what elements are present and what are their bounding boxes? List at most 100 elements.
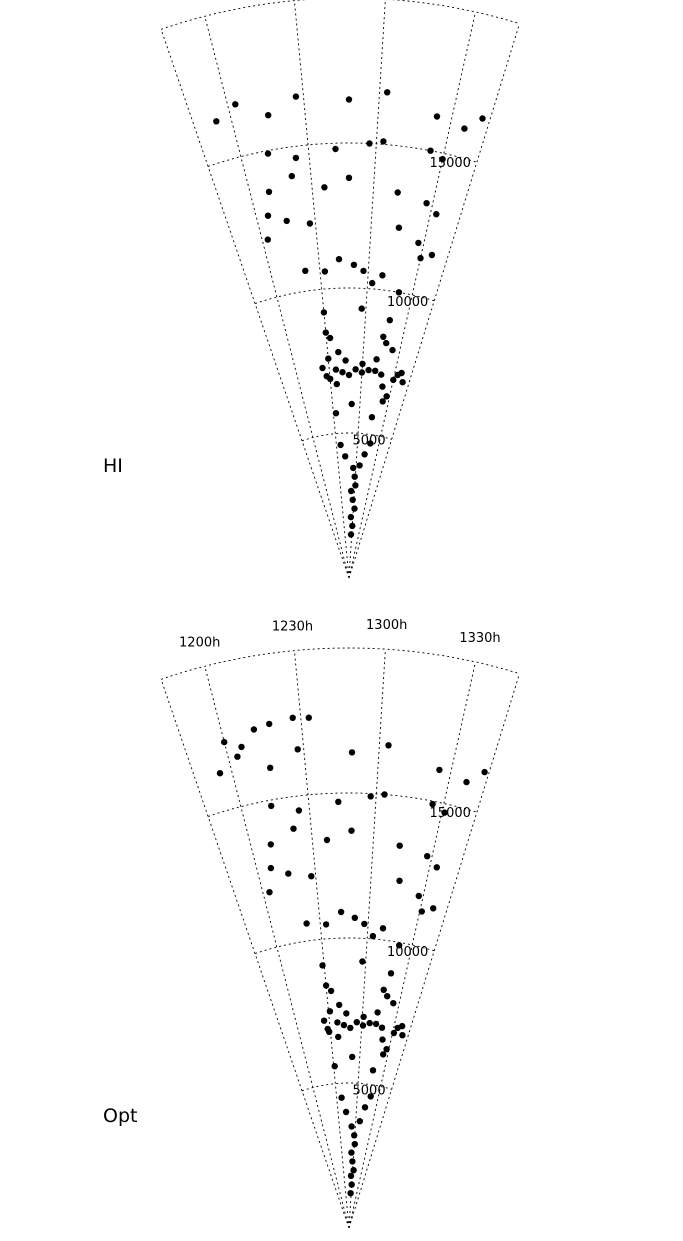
galaxy-point bbox=[290, 825, 297, 832]
galaxy-point bbox=[369, 1067, 377, 1074]
galaxy-point bbox=[348, 487, 355, 495]
galaxy-point bbox=[347, 513, 355, 521]
galaxy-point bbox=[213, 118, 220, 125]
galaxy-point bbox=[323, 373, 330, 380]
galaxy-point bbox=[320, 309, 328, 316]
galaxy-point bbox=[288, 172, 295, 180]
galaxy-point bbox=[322, 329, 329, 336]
galaxy-point bbox=[319, 364, 326, 372]
panel-opt-galaxies bbox=[216, 714, 488, 1197]
galaxy-point bbox=[351, 914, 358, 921]
galaxy-point bbox=[380, 1051, 387, 1058]
galaxy-point bbox=[264, 150, 272, 157]
panel-hi-grid bbox=[160, 0, 520, 579]
galaxy-point bbox=[360, 267, 367, 275]
galaxy-point bbox=[306, 220, 314, 227]
galaxy-point bbox=[463, 778, 470, 786]
galaxy-point bbox=[395, 224, 403, 231]
galaxy-point bbox=[386, 317, 393, 324]
galaxy-point bbox=[349, 1158, 356, 1165]
galaxy-point bbox=[379, 925, 387, 932]
velocity-arc bbox=[160, 0, 520, 30]
galaxy-point bbox=[295, 807, 303, 814]
ra-line bbox=[293, 0, 350, 579]
galaxy-point bbox=[285, 870, 292, 877]
galaxy-point bbox=[267, 841, 274, 848]
velocity-tick-label: 10000 bbox=[387, 945, 428, 960]
galaxy-point bbox=[379, 383, 386, 390]
galaxy-point bbox=[342, 1108, 350, 1116]
galaxy-point bbox=[348, 1181, 355, 1188]
ra-line bbox=[348, 11, 476, 579]
galaxy-point bbox=[429, 800, 436, 808]
galaxy-point bbox=[335, 798, 342, 805]
galaxy-point bbox=[396, 942, 403, 949]
galaxy-point bbox=[352, 482, 359, 489]
galaxy-point bbox=[331, 1063, 338, 1070]
galaxy-point bbox=[335, 348, 342, 356]
velocity-tick-label: 10000 bbox=[387, 295, 428, 310]
galaxy-point bbox=[433, 864, 440, 871]
galaxy-point bbox=[267, 764, 274, 771]
galaxy-point bbox=[441, 809, 448, 816]
ra-line bbox=[160, 29, 350, 579]
velocity-arc bbox=[207, 792, 478, 817]
galaxy-point bbox=[351, 473, 358, 480]
galaxy-point bbox=[374, 1009, 381, 1016]
galaxy-point bbox=[347, 531, 355, 538]
galaxy-point bbox=[234, 753, 241, 760]
galaxy-point bbox=[335, 256, 343, 263]
panel-hi-galaxies bbox=[213, 89, 486, 538]
galaxy-point bbox=[367, 1093, 374, 1100]
galaxy-point bbox=[399, 1022, 406, 1030]
galaxy-point bbox=[367, 440, 374, 447]
galaxy-point bbox=[343, 1010, 350, 1017]
galaxy-point bbox=[365, 366, 372, 374]
galaxy-point bbox=[216, 770, 224, 777]
galaxy-point bbox=[337, 908, 345, 916]
galaxy-point bbox=[415, 892, 422, 900]
galaxy-point bbox=[348, 400, 355, 408]
galaxy-point bbox=[373, 356, 380, 363]
galaxy-point bbox=[383, 1046, 390, 1053]
galaxy-point bbox=[250, 726, 258, 733]
galaxy-point bbox=[396, 877, 403, 884]
panel-label-hi: HI bbox=[103, 455, 123, 477]
galaxy-point bbox=[348, 749, 356, 756]
velocity-arc bbox=[207, 142, 478, 167]
panel-opt: 1330h 1300h 1230h 1200h 5000 10000 15000… bbox=[103, 618, 520, 1229]
panel-hi: 1330h 1300h 1230h 1200h 5000 10000 15000… bbox=[103, 0, 520, 579]
ra-line bbox=[348, 23, 520, 579]
galaxy-point bbox=[351, 1140, 358, 1148]
galaxy-point bbox=[399, 1032, 406, 1039]
galaxy-point bbox=[337, 441, 344, 449]
galaxy-point bbox=[283, 217, 290, 225]
galaxy-point bbox=[361, 920, 368, 928]
galaxy-point bbox=[356, 462, 363, 469]
galaxy-point bbox=[232, 101, 239, 108]
galaxy-point bbox=[349, 522, 356, 530]
galaxy-point bbox=[348, 827, 355, 834]
galaxy-point bbox=[366, 140, 373, 147]
galaxy-point bbox=[369, 932, 377, 940]
galaxy-point bbox=[352, 366, 359, 373]
galaxy-point bbox=[418, 908, 425, 915]
galaxy-point bbox=[268, 802, 275, 810]
velocity-arc bbox=[301, 432, 392, 442]
galaxy-point bbox=[323, 836, 331, 844]
ra-line bbox=[348, 649, 386, 1229]
galaxy-point bbox=[349, 1053, 356, 1061]
galaxy-point bbox=[368, 414, 376, 421]
galaxy-point bbox=[221, 738, 228, 746]
galaxy-point bbox=[390, 376, 397, 384]
galaxy-point bbox=[348, 1123, 355, 1130]
galaxy-point bbox=[379, 398, 386, 405]
galaxy-point bbox=[428, 251, 436, 259]
velocity-arc bbox=[254, 287, 435, 305]
galaxy-point bbox=[398, 369, 405, 377]
galaxy-point bbox=[332, 410, 340, 417]
galaxy-point bbox=[265, 112, 272, 119]
galaxy-point bbox=[238, 743, 245, 751]
galaxy-point bbox=[378, 1024, 386, 1031]
